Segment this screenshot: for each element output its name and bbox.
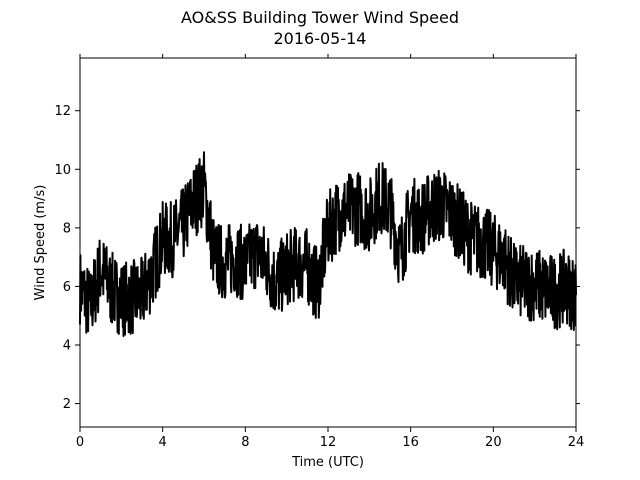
wind-speed-line — [79, 151, 577, 337]
y-axis-label: Wind Speed (m/s) — [33, 185, 48, 301]
x-tick-label: 12 — [320, 435, 337, 450]
x-tick-label: 0 — [76, 435, 84, 450]
x-tick-label: 20 — [485, 435, 502, 450]
x-tick-label: 8 — [241, 435, 249, 450]
x-axis-label: Time (UTC) — [291, 455, 364, 470]
y-tick-label: 2 — [63, 397, 71, 412]
y-tick-label: 4 — [63, 339, 71, 354]
x-tick-label: 16 — [402, 435, 419, 450]
y-tick-label: 12 — [54, 104, 71, 119]
x-tick-label: 24 — [568, 435, 585, 450]
chart-subtitle: 2016-05-14 — [273, 29, 367, 48]
x-tick-label: 4 — [159, 435, 167, 450]
chart-title: AO&SS Building Tower Wind Speed — [180, 8, 459, 27]
y-tick-label: 6 — [63, 280, 71, 295]
y-tick-label: 8 — [63, 221, 71, 236]
y-tick-label: 10 — [54, 163, 71, 178]
